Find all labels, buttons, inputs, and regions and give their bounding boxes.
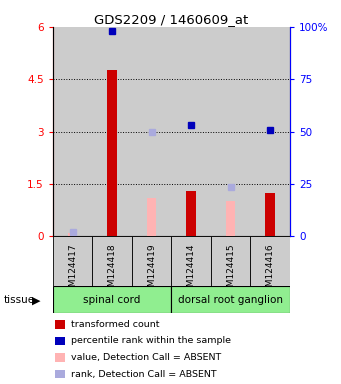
Text: GSM124415: GSM124415 <box>226 244 235 298</box>
Text: ▶: ▶ <box>32 295 40 305</box>
Bar <box>92 236 132 286</box>
Bar <box>250 236 290 286</box>
Bar <box>186 191 196 236</box>
Text: GSM124414: GSM124414 <box>187 244 196 298</box>
Bar <box>171 27 211 236</box>
Text: rank, Detection Call = ABSENT: rank, Detection Call = ABSENT <box>71 369 216 379</box>
Bar <box>265 192 275 236</box>
Bar <box>53 286 171 313</box>
Bar <box>171 236 211 286</box>
Text: value, Detection Call = ABSENT: value, Detection Call = ABSENT <box>71 353 221 362</box>
Bar <box>132 236 171 286</box>
Title: GDS2209 / 1460609_at: GDS2209 / 1460609_at <box>94 13 249 26</box>
Text: GSM124419: GSM124419 <box>147 244 156 298</box>
Bar <box>132 27 171 236</box>
Text: dorsal root ganglion: dorsal root ganglion <box>178 295 283 305</box>
Bar <box>53 27 92 236</box>
Bar <box>68 233 77 236</box>
Text: GSM124416: GSM124416 <box>266 244 275 298</box>
Bar <box>211 236 250 286</box>
Bar <box>147 198 157 236</box>
Bar <box>53 236 92 286</box>
Bar <box>171 286 290 313</box>
Text: transformed count: transformed count <box>71 320 159 329</box>
Text: GSM124418: GSM124418 <box>108 244 117 298</box>
Text: percentile rank within the sample: percentile rank within the sample <box>71 336 231 346</box>
Bar <box>107 71 117 236</box>
Bar <box>92 27 132 236</box>
Bar <box>250 27 290 236</box>
Text: GSM124417: GSM124417 <box>68 244 77 298</box>
Text: tissue: tissue <box>3 295 34 305</box>
Text: spinal cord: spinal cord <box>84 295 141 305</box>
Bar <box>211 27 250 236</box>
Bar <box>226 201 236 236</box>
